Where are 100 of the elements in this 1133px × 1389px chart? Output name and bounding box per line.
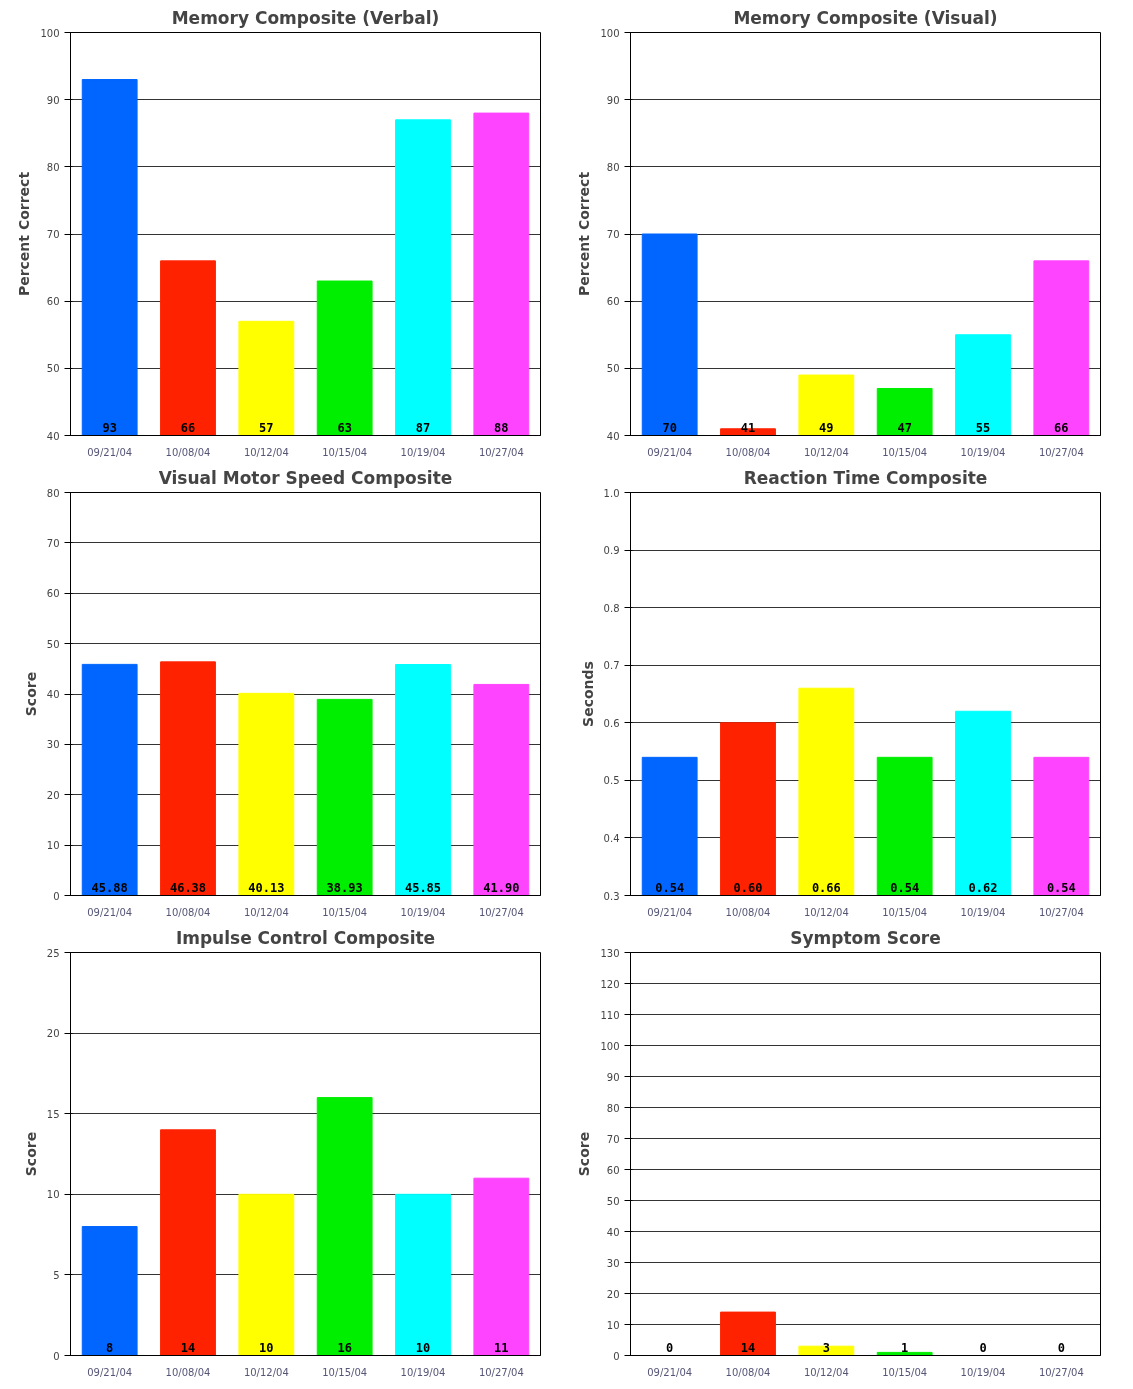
y-tick-label: 50	[606, 363, 620, 375]
x-tick-label: 10/19/04	[960, 446, 1006, 458]
x-tick-label: 10/12/04	[803, 446, 849, 458]
x-tick-label: 10/27/04	[478, 446, 524, 458]
y-tick-label: 90	[606, 94, 620, 106]
y-tick-label: 5	[53, 1269, 60, 1281]
data-label: 11	[494, 1341, 509, 1356]
data-label: 14	[180, 1341, 196, 1356]
y-tick-label: 80	[46, 161, 60, 173]
data-label: 88	[494, 421, 509, 436]
x-tick-label: 09/21/04	[647, 1366, 693, 1378]
x-tick-label: 10/08/04	[165, 1366, 211, 1378]
x-tick-label: 10/12/04	[803, 906, 849, 918]
y-tick-label: 25	[46, 947, 60, 959]
x-tick-label: 10/27/04	[1038, 446, 1084, 458]
y-tick-label: 60	[46, 296, 60, 308]
y-tick-label: 70	[46, 229, 60, 240]
data-label: 40.13	[248, 881, 285, 896]
x-tick-label: 10/15/04	[322, 446, 368, 458]
data-label: 93	[102, 421, 117, 436]
chart-title: Memory Composite (Visual)	[733, 7, 998, 28]
y-tick-label: 20	[46, 1028, 60, 1040]
data-label: 0	[666, 1341, 674, 1356]
y-tick-label: 50	[606, 1195, 620, 1207]
y-tick-label: 90	[46, 94, 60, 106]
data-label: 49	[819, 421, 834, 436]
data-label: 0	[979, 1341, 987, 1356]
chart-title: Memory Composite (Verbal)	[171, 7, 440, 28]
chart-title: Impulse Control Composite	[175, 927, 436, 948]
y-tick-label: 0.6	[603, 717, 620, 729]
y-tick-label: 40	[606, 430, 620, 442]
x-tick-label: 10/27/04	[478, 1366, 524, 1378]
x-tick-label: 10/19/04	[960, 906, 1006, 918]
x-tick-label: 10/12/04	[243, 906, 289, 918]
data-label: 0.60	[733, 881, 763, 896]
y-tick-label: 120	[600, 978, 620, 990]
data-label: 0	[1057, 1341, 1065, 1356]
x-tick-label: 10/12/04	[243, 1366, 289, 1378]
y-tick-label: 20	[46, 789, 60, 801]
y-axis-title: Percent Correct	[16, 171, 33, 297]
y-tick-label: 15	[46, 1108, 60, 1120]
data-label: 47	[897, 421, 912, 436]
x-tick-label: 10/19/04	[400, 906, 446, 918]
data-label: 10	[259, 1341, 274, 1356]
y-tick-label: 0.9	[603, 545, 620, 557]
y-tick-label: 100	[600, 27, 620, 39]
y-tick-label: 70	[46, 537, 60, 549]
y-tick-label: 0	[613, 1350, 620, 1362]
data-label: 45.85	[404, 881, 442, 896]
data-label: 66	[180, 421, 196, 436]
y-tick-label: 50	[46, 638, 60, 650]
y-tick-label: 0.4	[603, 832, 620, 844]
x-tick-label: 10/19/04	[400, 446, 446, 458]
y-tick-label: 0.5	[603, 775, 620, 787]
data-label: 66	[1054, 421, 1069, 436]
data-label: 0.54	[1046, 881, 1076, 896]
y-tick-label: 40	[606, 1226, 620, 1238]
x-tick-label: 10/19/04	[400, 1366, 446, 1378]
y-tick-label: 80	[606, 1102, 620, 1114]
y-tick-label: 80	[46, 487, 60, 499]
x-tick-label: 10/15/04	[322, 1366, 368, 1378]
y-tick-label: 10	[606, 1319, 620, 1331]
data-label: 0.66	[811, 881, 841, 896]
x-tick-label: 10/27/04	[478, 906, 524, 918]
y-axis-title: Percent Correct	[576, 171, 593, 297]
y-tick-label: 70	[606, 229, 620, 240]
x-tick-label: 10/08/04	[725, 906, 771, 918]
data-label: 87	[415, 421, 431, 436]
y-tick-label: 0.3	[603, 890, 620, 902]
x-tick-label: 09/21/04	[647, 446, 693, 458]
data-label: 0.54	[655, 881, 685, 896]
data-label: 70	[662, 421, 677, 436]
y-tick-label: 0.8	[603, 602, 620, 614]
data-label: 10	[415, 1341, 431, 1356]
x-tick-label: 09/21/04	[647, 906, 693, 918]
x-tick-label: 10/08/04	[725, 1366, 771, 1378]
data-label: 63	[337, 421, 352, 436]
data-label: 16	[337, 1341, 352, 1356]
data-label: 38.93	[326, 881, 363, 896]
y-tick-label: 90	[606, 1071, 620, 1083]
data-label: 57	[259, 421, 274, 436]
data-label: 8	[106, 1341, 114, 1356]
data-label: 46.38	[169, 881, 207, 896]
y-axis-title: Score	[22, 1131, 39, 1177]
y-tick-label: 30	[46, 739, 60, 751]
y-axis-title: Score	[22, 671, 39, 717]
chart-title: Visual Motor Speed Composite	[158, 467, 453, 488]
y-axis-title: Seconds	[579, 661, 596, 727]
data-label: 0.62	[968, 881, 998, 896]
y-tick-label: 100	[40, 27, 60, 39]
y-tick-label: 30	[606, 1257, 620, 1269]
x-tick-label: 09/21/04	[87, 446, 133, 458]
x-tick-label: 10/08/04	[725, 446, 771, 458]
x-tick-label: 10/12/04	[803, 1366, 849, 1378]
y-tick-label: 10	[46, 840, 60, 852]
y-tick-label: 40	[46, 430, 60, 442]
y-tick-label: 80	[606, 161, 620, 173]
data-label: 55	[975, 421, 991, 436]
y-tick-label: 50	[46, 363, 60, 375]
y-tick-label: 10	[46, 1189, 60, 1201]
